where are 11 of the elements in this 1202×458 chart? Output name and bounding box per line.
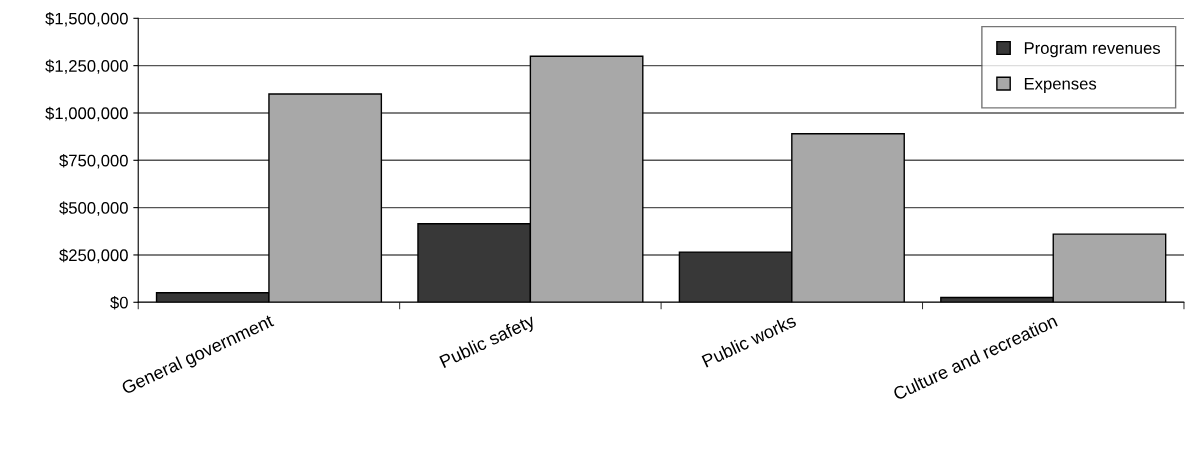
x-tick-label: Public safety bbox=[438, 313, 538, 372]
y-tick-label: $1,500,000 bbox=[45, 12, 128, 27]
y-tick-label: $1,250,000 bbox=[45, 59, 128, 74]
x-tick-label: Public works bbox=[701, 313, 797, 368]
y-tick-label: $250,000 bbox=[59, 248, 128, 264]
y-tick-label: $750,000 bbox=[59, 154, 128, 169]
y-tick-label: $1,000,000 bbox=[45, 106, 128, 122]
legend-label: Expenses bbox=[1024, 77, 1097, 93]
y-tick-label: $0 bbox=[110, 295, 128, 310]
y-tick-label: $500,000 bbox=[59, 201, 128, 216]
legend-label: Program revenues bbox=[1024, 42, 1161, 58]
